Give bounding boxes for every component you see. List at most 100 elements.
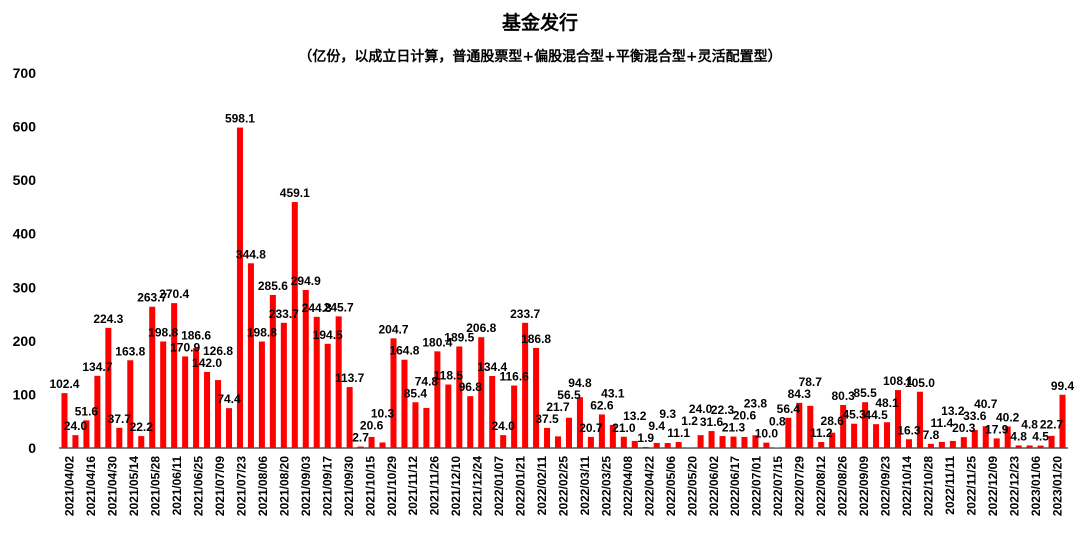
x-tick-label: 2022/07/29 xyxy=(793,456,807,516)
x-tick-label: 2022/07/15 xyxy=(771,456,785,516)
bar xyxy=(544,427,551,448)
bar xyxy=(423,407,430,448)
data-label: 9.4 xyxy=(648,419,665,433)
data-label: 204.7 xyxy=(378,322,408,336)
data-label: 43.1 xyxy=(601,386,625,400)
data-label: 7.8 xyxy=(923,428,940,442)
bar xyxy=(840,404,847,448)
data-label: 40.2 xyxy=(996,410,1020,424)
data-label: 13.2 xyxy=(941,404,965,418)
data-label: 28.6 xyxy=(821,414,845,428)
bar xyxy=(620,436,627,448)
bar xyxy=(785,417,792,448)
x-tick-label: 2021/04/16 xyxy=(84,456,98,516)
bar xyxy=(708,431,715,448)
data-label: 233.7 xyxy=(510,307,540,321)
data-label: 1.2 xyxy=(681,414,698,428)
data-label: 21.7 xyxy=(546,400,570,414)
bar xyxy=(445,384,452,448)
data-label: 20.6 xyxy=(360,419,384,433)
data-label: 45.3 xyxy=(842,408,866,422)
y-tick-label: 400 xyxy=(13,226,37,242)
x-tick-label: 2021/10/29 xyxy=(385,456,399,516)
data-label: 9.3 xyxy=(659,407,676,421)
data-label: 198.8 xyxy=(247,326,277,340)
y-axis: 0 100 200 300 400 500 600 700 xyxy=(13,65,1068,456)
bar xyxy=(291,202,298,448)
x-tick-label: 2021/07/23 xyxy=(234,456,248,516)
bar xyxy=(379,442,386,448)
x-tick-label: 2022/04/22 xyxy=(642,456,656,516)
data-label: 11.2 xyxy=(810,426,833,440)
x-tick-label: 2022/07/01 xyxy=(750,456,764,516)
data-label: 189.5 xyxy=(444,330,474,344)
x-tick-label: 2021/10/15 xyxy=(363,456,377,516)
data-label: 80.3 xyxy=(831,389,855,403)
x-tick-label: 2021/12/10 xyxy=(449,456,463,516)
data-label: 170.9 xyxy=(170,340,200,354)
bar xyxy=(1059,394,1066,448)
data-label: 85.5 xyxy=(853,386,877,400)
data-label: 134.4 xyxy=(477,360,507,374)
x-tick-label: 2022/05/20 xyxy=(685,456,699,516)
bar xyxy=(763,442,770,448)
x-tick-label: 2022/09/23 xyxy=(879,456,893,516)
data-label: 99.4 xyxy=(1051,379,1075,393)
data-label: 164.8 xyxy=(389,344,419,358)
y-tick-label: 0 xyxy=(28,440,36,456)
data-label: 48.1 xyxy=(875,396,899,410)
data-label: 33.6 xyxy=(963,409,987,423)
data-label: 134.7 xyxy=(82,360,112,374)
data-label: 24.0 xyxy=(491,419,515,433)
x-tick-label: 2021/11/12 xyxy=(406,456,420,516)
x-tick-label: 2021/06/11 xyxy=(170,456,184,516)
x-tick-label: 2022/02/11 xyxy=(535,456,549,516)
bar xyxy=(598,414,605,448)
x-tick-label: 2021/04/30 xyxy=(106,456,120,516)
bar xyxy=(555,436,562,448)
x-tick-label: 2022/11/25 xyxy=(964,456,978,516)
data-label: 10.3 xyxy=(371,407,395,421)
bar xyxy=(752,435,759,448)
bar xyxy=(456,346,463,448)
data-label: 96.8 xyxy=(459,380,483,394)
x-tick-label: 2021/09/03 xyxy=(299,456,313,516)
bar xyxy=(807,405,814,448)
data-label: 21.0 xyxy=(612,421,636,435)
data-label: 78.7 xyxy=(799,375,823,389)
bar xyxy=(533,347,540,448)
bar xyxy=(851,423,858,448)
x-tick-label: 2021/07/09 xyxy=(213,456,227,516)
bar xyxy=(642,446,649,448)
x-tick-label: 2021/05/14 xyxy=(127,456,141,516)
bar xyxy=(829,432,836,448)
bar xyxy=(346,387,353,448)
data-label: 0.8 xyxy=(769,415,786,429)
data-label: 23.8 xyxy=(744,397,768,411)
data-label: 4.8 xyxy=(1010,429,1027,443)
bar xyxy=(697,435,704,448)
bar xyxy=(478,337,485,448)
x-tick-label: 2022/01/07 xyxy=(492,456,506,516)
data-label: 294.9 xyxy=(291,274,321,288)
bar xyxy=(489,376,496,448)
x-tick-label: 2022/06/02 xyxy=(707,456,721,516)
x-tick-label: 2022/04/08 xyxy=(621,456,635,516)
bar xyxy=(182,356,189,448)
data-label: 2.7 xyxy=(352,431,369,445)
data-label: 142.0 xyxy=(192,356,222,370)
bar xyxy=(193,348,200,448)
bar xyxy=(258,341,265,448)
data-label: 105.0 xyxy=(905,376,935,390)
x-tick-label: 2021/09/30 xyxy=(342,456,356,516)
bar xyxy=(127,360,134,448)
x-tick-label: 2022/03/25 xyxy=(599,456,613,516)
bar xyxy=(83,420,90,448)
data-label: 94.8 xyxy=(568,376,592,390)
bar xyxy=(675,442,682,448)
data-label: 113.7 xyxy=(335,371,365,385)
bar xyxy=(247,263,254,448)
bar xyxy=(631,440,638,448)
data-label: 233.7 xyxy=(269,307,299,321)
data-label: 116.6 xyxy=(499,370,529,384)
